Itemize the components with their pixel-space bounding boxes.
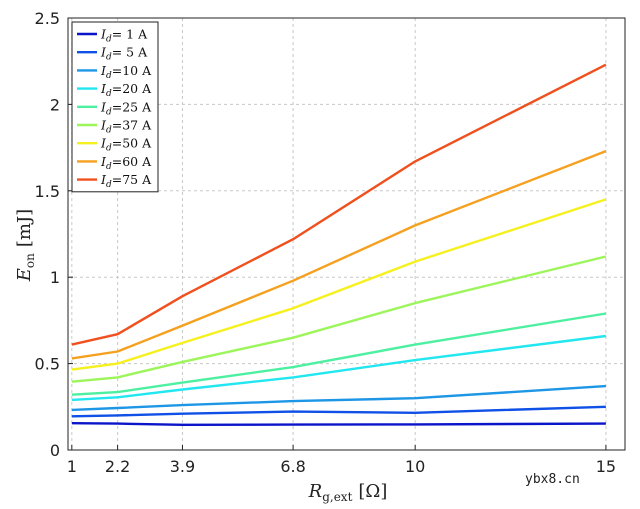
series-line-6 <box>71 255 607 383</box>
y-tick-label: 0 <box>50 441 60 460</box>
y-tick-label: 2 <box>50 95 60 114</box>
x-tick-label: 10 <box>405 457 425 476</box>
y-axis-label: Eon[mJ] <box>14 209 37 282</box>
series-line-9 <box>71 63 607 346</box>
x-axis-label: Rg,ext [Ω] <box>308 481 388 504</box>
series-line-1 <box>71 422 606 426</box>
x-tick-label: 3.9 <box>170 457 195 476</box>
legend-label: Id= 5 A <box>100 45 148 63</box>
x-tick-label: 6.8 <box>280 457 305 476</box>
series-line-4 <box>71 334 607 402</box>
legend-label: Id= 1 A <box>100 27 148 45</box>
axes-frame <box>67 17 626 451</box>
series-line-8 <box>71 149 607 360</box>
y-tick-label: 2.5 <box>35 9 60 28</box>
legend-label: Id=50 A <box>100 136 152 154</box>
legend-label: Id=25 A <box>100 99 152 117</box>
x-tick-label: 1 <box>67 457 77 476</box>
y-tick-label: 0.5 <box>35 355 60 374</box>
legend: Id= 1 AId= 5 AId=10 AId=20 AId=25 AId=37… <box>71 21 159 193</box>
series-line-3 <box>71 384 606 412</box>
legend-label: Id=75 A <box>100 172 152 190</box>
watermark: ybx8.cn <box>525 472 580 487</box>
legend-label: Id=20 A <box>100 81 152 99</box>
ticks: 1 2.2 3.9 6.8 10 15 0 0.5 1 1.5 2 2.5 <box>35 9 617 476</box>
y-tick-label: 1.5 <box>35 182 60 201</box>
x-tick-label: 2.2 <box>105 457 130 476</box>
legend-label: Id=60 A <box>100 154 152 172</box>
y-tick-label: 1 <box>50 268 60 287</box>
series-group <box>71 63 607 426</box>
x-tick-label: 15 <box>596 457 616 476</box>
legend-label: Id=10 A <box>100 63 152 81</box>
series-line-7 <box>71 198 607 371</box>
legend-label: Id=37 A <box>100 118 152 136</box>
series-line-2 <box>71 405 606 418</box>
series-line-5 <box>71 312 607 396</box>
